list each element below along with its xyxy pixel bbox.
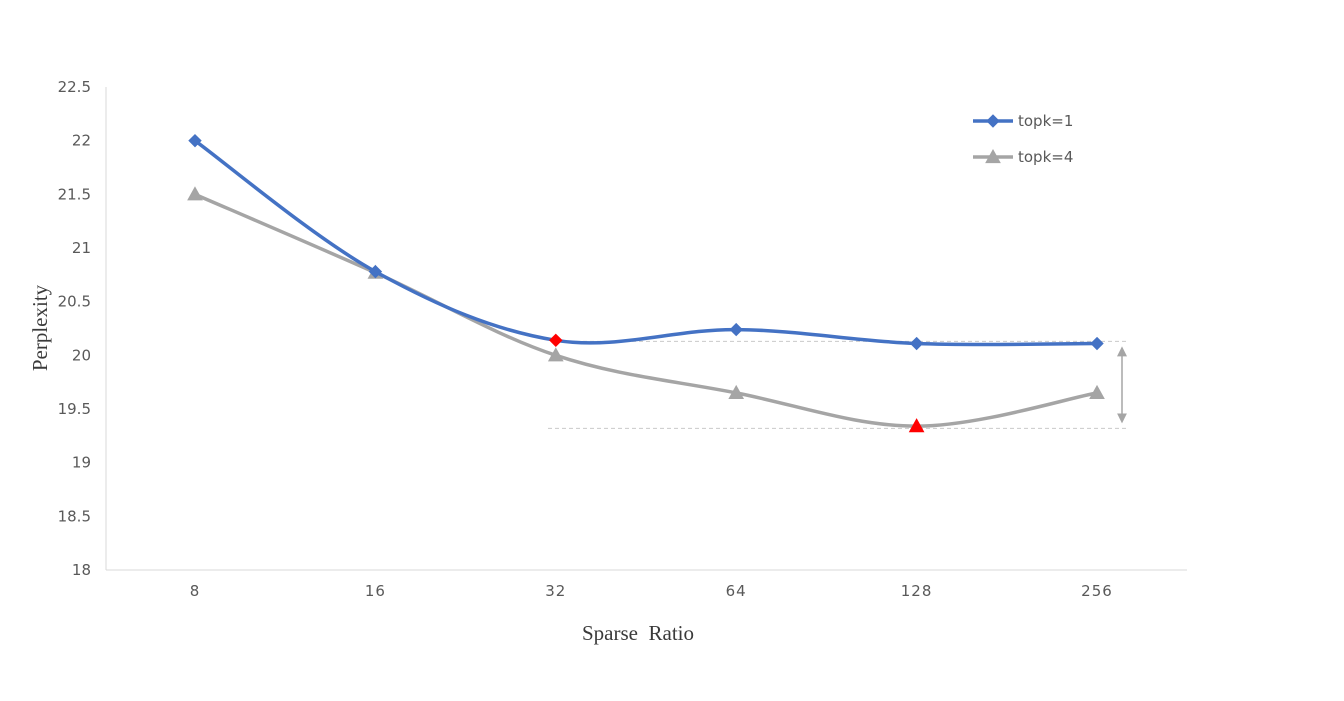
axes [105,87,1187,571]
data-point [909,336,924,351]
legend-item: topk=1 [973,112,1073,130]
data-point [729,322,743,337]
series-line [193,138,1099,347]
data-point [368,264,383,279]
y-tick-label: 20.5 [58,293,91,311]
x-tick-label: 32 [545,582,566,600]
series-topk=1 [188,133,1104,351]
y-tick-label: 21.5 [58,185,91,203]
y-axis-title: Perplexity [28,284,52,371]
y-tick-label: 19.5 [58,400,91,418]
y-tick-label: 22 [72,132,91,150]
y-tick-label: 18.5 [58,507,91,525]
x-tick-label: 8 [190,582,201,600]
legend: topk=1 topk=4 [973,112,1073,166]
data-point [188,133,202,148]
highlight-point [549,333,563,348]
x-tick-label: 64 [726,582,747,600]
highlight-point [908,418,925,433]
x-tick-label: 256 [1081,582,1113,600]
series-layer [187,133,1105,433]
data-point [1090,336,1104,351]
data-point [1089,384,1105,399]
data-point [728,384,745,399]
x-tick-label: 128 [901,582,933,600]
data-point [547,347,564,362]
x-axis-title: Sparse Ratio [582,621,694,645]
y-tick-label: 19 [72,454,91,472]
legend-label: topk=1 [1018,112,1073,130]
y-tick-label: 21 [72,239,91,257]
x-tick-labels: 8 16 32 64 128 256 [190,582,1113,600]
data-point [187,186,203,201]
legend-marker [985,148,1001,164]
y-tick-label: 20 [72,346,91,364]
legend-marker [986,114,1000,128]
y-tick-labels: 18 18.5 19 19.5 20 20.5 21 21.5 22 22.5 [58,78,91,579]
y-tick-label: 18 [72,561,91,579]
series-topk=4 [187,186,1105,433]
legend-item: topk=4 [973,148,1073,166]
series-line [193,192,1099,428]
y-tick-label: 22.5 [58,78,91,96]
gap-annotation [548,340,1128,429]
x-tick-label: 16 [365,582,386,600]
legend-label: topk=4 [1018,148,1073,166]
